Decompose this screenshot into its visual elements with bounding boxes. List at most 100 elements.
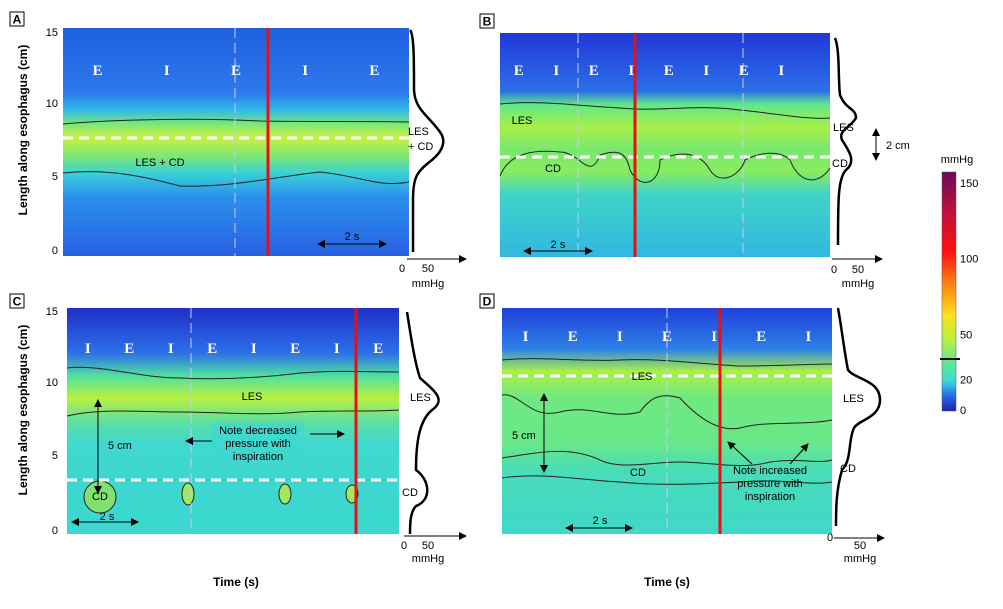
panel-a-profile-label-les: LES xyxy=(408,126,429,138)
panel-c-contour-lower xyxy=(66,409,400,417)
phase-label: E xyxy=(207,341,217,357)
phase-label: E xyxy=(231,63,241,79)
phase-label: I xyxy=(617,329,623,345)
panel-c-ytick-15: 15 xyxy=(46,306,58,318)
phase-label: E xyxy=(664,63,674,79)
panel-b-heatmap xyxy=(500,33,830,257)
panel-b-span-label: 2 cm xyxy=(886,140,910,152)
panel-c-cd-blob-2 xyxy=(181,482,195,506)
y-axis-label-bottom: Length along esophagus (cm) xyxy=(16,325,30,496)
panel-a-profile-tick-0: 0 xyxy=(399,263,405,275)
panel-c-scale-label: 2 s xyxy=(100,511,115,523)
panel-c-span-label: 5 cm xyxy=(108,440,132,452)
x-axis-label-right: Time (s) xyxy=(644,575,690,589)
panel-d-note-line-3: inspiration xyxy=(745,491,795,503)
panel-c-contour-upper xyxy=(66,366,400,380)
colorbar-tick-label: 50 xyxy=(960,329,972,341)
panel-b-profile-tick-0: 0 xyxy=(831,264,837,276)
panel-d-contour-upper xyxy=(501,358,833,367)
colorbar-title: mmHg xyxy=(941,154,973,166)
panel-a-label-box xyxy=(9,11,25,27)
panel-b: B E I E I E I E I LES CD 2 s LES CD 2 cm 0 50 m… xyxy=(479,13,910,290)
panel-c-label-les: LES xyxy=(242,391,263,403)
panel-c-note-line-1: Note decreased xyxy=(219,425,297,437)
phase-label: I xyxy=(334,341,340,357)
panel-d-label-cd: CD xyxy=(630,467,646,479)
phase-label: E xyxy=(568,329,578,345)
panel-d: D I E I E I E I LES CD 5 cm Note increased pre… xyxy=(479,293,885,565)
y-axis-label-top: Length along esophagus (cm) xyxy=(16,45,30,216)
panel-c-profile-curve xyxy=(405,311,440,535)
phase-label: I xyxy=(523,329,529,345)
panel-a-heatmap xyxy=(63,28,409,256)
panel-a-contour-lower xyxy=(62,171,410,187)
panel-b-label-box xyxy=(479,13,495,29)
panel-d-note-line-1: Note increased xyxy=(733,465,807,477)
panel-b-label: B xyxy=(483,15,492,29)
panel-d-contour-bottom xyxy=(501,475,833,485)
panel-c-profile-unit: mmHg xyxy=(412,553,444,565)
panel-d-profile-label-les: LES xyxy=(843,393,864,405)
phase-label: I xyxy=(85,341,91,357)
colorbar: mmHg 150 100 50 20 0 xyxy=(940,154,978,417)
panel-d-label-box xyxy=(479,293,495,309)
x-axis-label-left: Time (s) xyxy=(213,575,259,589)
panel-c-profile-label-cd: CD xyxy=(402,487,418,499)
panel-d-span-label: 5 cm xyxy=(512,430,536,442)
phase-label: I xyxy=(711,329,717,345)
panel-a-ytick-10: 10 xyxy=(46,98,58,110)
panel-d-profile-tick-0: 0 xyxy=(827,532,833,544)
panel-d-profile-label-cd: CD xyxy=(840,463,856,475)
phase-label: E xyxy=(369,63,379,79)
panel-c-note-bg xyxy=(212,423,304,463)
panel-a-profile-curve xyxy=(408,29,445,252)
panel-c-note-line-2: pressure with xyxy=(225,438,290,450)
panel-d-label-les: LES xyxy=(632,371,653,383)
phase-label: I xyxy=(628,63,634,79)
panel-d-note-line-2: pressure with xyxy=(737,478,802,490)
panel-c-profile-label-les: LES xyxy=(410,392,431,404)
phase-label: E xyxy=(373,341,383,357)
phase-label: I xyxy=(251,341,257,357)
panel-b-profile-tick-50: 50 xyxy=(852,264,864,276)
phase-label: I xyxy=(778,63,784,79)
colorbar-ticks: 150 100 50 20 0 xyxy=(960,178,978,417)
panel-a-profile-unit: mmHg xyxy=(412,278,444,290)
panel-b-profile-label-les: LES xyxy=(833,122,854,134)
panel-c-label-box xyxy=(9,293,25,309)
panel-a-label-les-cd: LES + CD xyxy=(135,157,184,169)
phase-label: I xyxy=(703,63,709,79)
panel-b-label-les: LES xyxy=(512,115,533,127)
phase-label: E xyxy=(739,63,749,79)
panel-b-scale-label: 2 s xyxy=(551,239,566,251)
panel-c-ytick-0: 0 xyxy=(52,525,58,537)
phase-label: E xyxy=(124,341,134,357)
phase-label: E xyxy=(756,329,766,345)
panel-a-label: A xyxy=(13,13,22,27)
panel-b-contour-upper xyxy=(499,102,831,119)
panel-b-contour-lower xyxy=(499,150,831,183)
phase-label: I xyxy=(302,63,308,79)
panel-a-contour-upper xyxy=(62,118,410,125)
colorbar-tick-label: 150 xyxy=(960,178,978,190)
panel-b-profile-curve xyxy=(833,37,858,246)
panel-a-ytick-5: 5 xyxy=(52,171,58,183)
panel-c-label: C xyxy=(13,295,22,309)
panel-d-profile-tick-50: 50 xyxy=(854,540,866,552)
phase-label: E xyxy=(93,63,103,79)
colorbar-tick-label: 0 xyxy=(960,405,966,417)
panel-c-cd-blob-3 xyxy=(278,483,292,505)
panel-d-note-arrow-right xyxy=(789,443,809,465)
panel-d-label: D xyxy=(483,295,492,309)
phase-label: I xyxy=(553,63,559,79)
phase-label: E xyxy=(589,63,599,79)
colorbar-tick-label: 20 xyxy=(960,375,972,387)
panel-a-profile-label-cd: + CD xyxy=(408,141,433,153)
panel-a-profile-tick-50: 50 xyxy=(422,263,434,275)
colorbar-bar xyxy=(941,171,957,412)
